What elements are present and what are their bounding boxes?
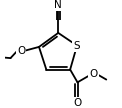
Text: O: O [73,98,82,108]
Text: O: O [17,46,25,56]
Text: S: S [74,41,80,51]
Text: O: O [89,69,98,79]
Text: N: N [54,0,62,10]
